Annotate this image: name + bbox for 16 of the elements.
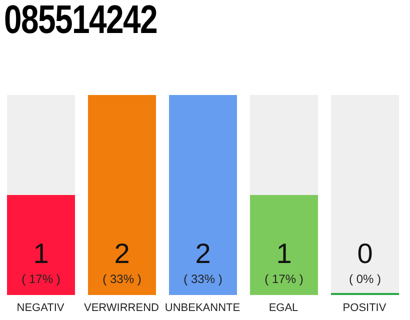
data-label: 2 [114, 238, 130, 269]
x-tick-label: VERWIRREND [84, 302, 160, 314]
x-tick-label: EGAL [268, 302, 298, 314]
x-tick-label: UNBEKANNTE [164, 302, 240, 314]
data-label: 2 [195, 238, 211, 269]
data-label: 0 [357, 238, 373, 269]
chart-title: 085514242 [4, 0, 157, 43]
annotation: ( 17% ) [264, 272, 304, 286]
annotation: ( 33% ) [102, 272, 142, 286]
annotation: ( 33% ) [184, 272, 222, 286]
x-tick-label: NEGATIV [16, 302, 65, 314]
x-tick-label: POSITIV [342, 302, 387, 314]
annotation: ( 0% ) [348, 272, 382, 286]
annotation: ( 17% ) [22, 272, 60, 286]
data-label: 1 [276, 238, 292, 269]
data-label: 1 [33, 238, 49, 269]
